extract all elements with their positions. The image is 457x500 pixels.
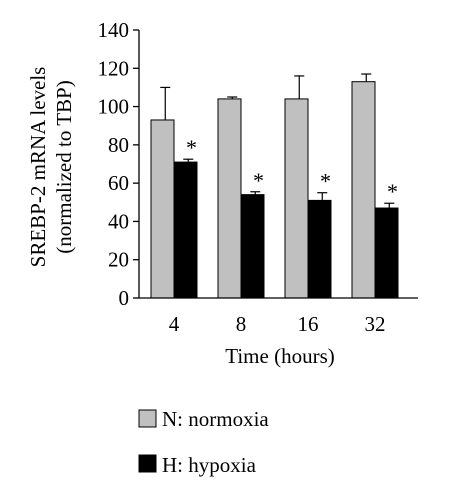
bar-normoxia-16 xyxy=(284,98,309,299)
y-tick-label-100: 100 xyxy=(98,95,130,119)
plot-area: * * * * xyxy=(150,73,399,299)
y-tick-label-140: 140 xyxy=(98,18,130,42)
significance-star-4: * xyxy=(186,135,197,160)
legend-swatch-hypoxia xyxy=(138,454,157,473)
bar-hypoxia-4 xyxy=(173,161,198,299)
y-tick-label-60: 60 xyxy=(108,171,129,195)
x-tick-label-32: 32 xyxy=(365,312,386,336)
x-axis-title: Time (hours) xyxy=(225,344,334,368)
x-tick-label-4: 4 xyxy=(169,312,180,336)
bar-hypoxia-8 xyxy=(240,194,265,299)
legend-label-hypoxia: H: hypoxia xyxy=(162,453,257,477)
y-axis-title-line-1: SREBP-2 mRNA levels xyxy=(26,67,50,268)
y-tick-label-0: 0 xyxy=(119,286,130,310)
y-tick-label-20: 20 xyxy=(108,248,129,272)
y-tick-label-120: 120 xyxy=(98,56,130,80)
legend: N: normoxia H: hypoxia xyxy=(138,407,269,477)
bar-normoxia-8 xyxy=(217,98,242,299)
legend-label-normoxia: N: normoxia xyxy=(162,407,269,431)
legend-swatch-normoxia xyxy=(138,409,157,428)
significance-star-8: * xyxy=(253,168,264,193)
significance-star-32: * xyxy=(387,179,398,204)
bar-hypoxia-32 xyxy=(374,207,399,299)
bar-hypoxia-16 xyxy=(307,199,332,299)
axes: 4 8 16 32 0 20 40 60 80 100 120 140 xyxy=(98,18,418,336)
bar-normoxia-4 xyxy=(150,119,175,299)
x-tick-label-16: 16 xyxy=(298,312,319,336)
y-tick-label-80: 80 xyxy=(108,133,129,157)
x-tick-label-8: 8 xyxy=(236,312,247,336)
y-axis-title-line-2: (normalized to TBP) xyxy=(52,80,76,253)
significance-star-16: * xyxy=(320,169,331,194)
y-tick-label-40: 40 xyxy=(108,209,129,233)
bar-normoxia-32 xyxy=(351,81,376,299)
